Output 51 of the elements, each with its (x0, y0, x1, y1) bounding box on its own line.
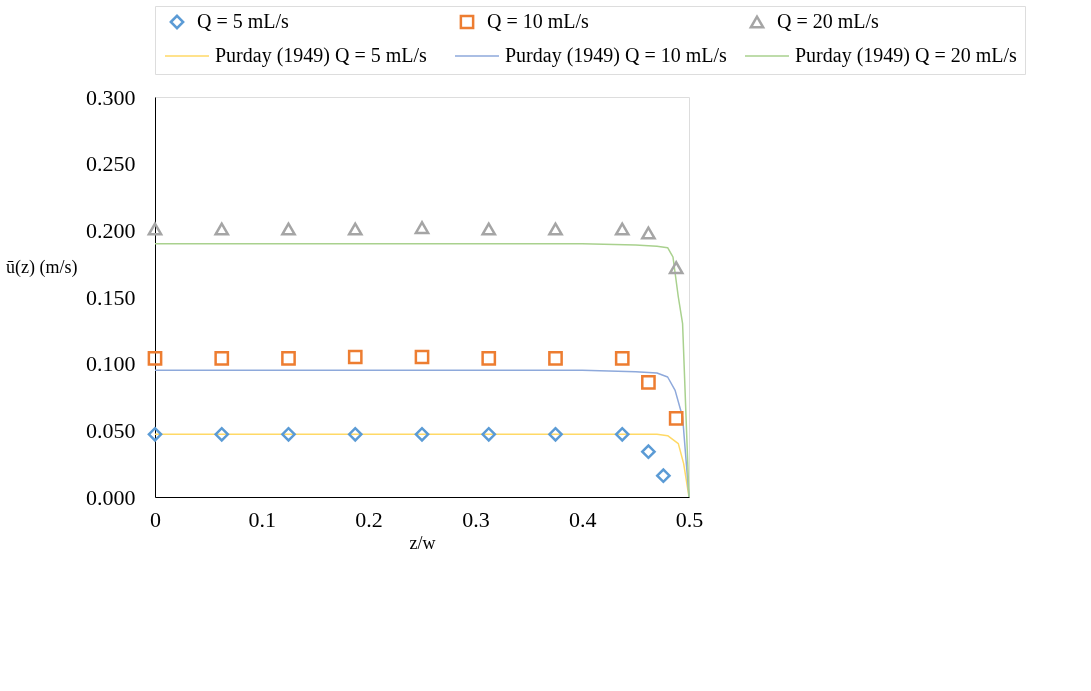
x-tick-label: 0.3 (462, 506, 490, 532)
point (655, 468, 671, 484)
point (614, 426, 630, 442)
point (481, 222, 497, 236)
y-tick-label: 0.200 (86, 217, 136, 243)
point (281, 222, 296, 236)
point (548, 350, 563, 366)
legend-label: Purday (1949) Q = 10 mL/s (505, 44, 728, 67)
legend-label: Q = 20 mL/s (777, 10, 880, 32)
legend-label: Purday (1949) Q = 5 mL/s (215, 44, 428, 67)
point (147, 426, 163, 442)
point (214, 350, 230, 366)
point (548, 426, 563, 442)
x-tick-label: 0.2 (355, 506, 383, 532)
legend-label: Q = 10 mL/s (487, 10, 590, 32)
point (614, 222, 630, 236)
point (281, 350, 296, 366)
point (414, 426, 430, 442)
y-axis-title: ū(z) (m/s) (6, 256, 78, 278)
point (641, 226, 656, 240)
y-tick-label: 0.050 (86, 417, 136, 443)
point (548, 222, 563, 236)
x-tick-label: 0.5 (675, 506, 704, 532)
point (214, 222, 230, 236)
point (641, 374, 656, 390)
point (347, 349, 363, 365)
x-tick-label: 0 (150, 506, 161, 532)
y-tick-label: 0.100 (86, 351, 136, 377)
point (614, 350, 630, 366)
x-axis-title: z/w (409, 532, 436, 553)
y-tick-label: 0.000 (86, 484, 136, 510)
x-tick-label: 0.4 (568, 506, 597, 532)
point (481, 426, 497, 442)
point (668, 410, 684, 426)
point (414, 221, 430, 235)
point (347, 222, 363, 236)
point (281, 426, 296, 442)
legend-label: Purday (1949) Q = 20 mL/s (795, 44, 1018, 67)
point (641, 444, 656, 460)
point (147, 350, 163, 366)
point (214, 426, 230, 442)
y-tick-label: 0.300 (86, 84, 136, 110)
x-tick-label: 0.1 (248, 506, 277, 532)
point (414, 349, 430, 365)
y-tick-label: 0.250 (86, 151, 136, 177)
point (668, 261, 684, 275)
legend-label: Q = 5 mL/s (197, 10, 290, 32)
point (347, 426, 363, 442)
point (481, 350, 497, 366)
y-tick-label: 0.150 (86, 284, 136, 310)
point (147, 222, 163, 236)
